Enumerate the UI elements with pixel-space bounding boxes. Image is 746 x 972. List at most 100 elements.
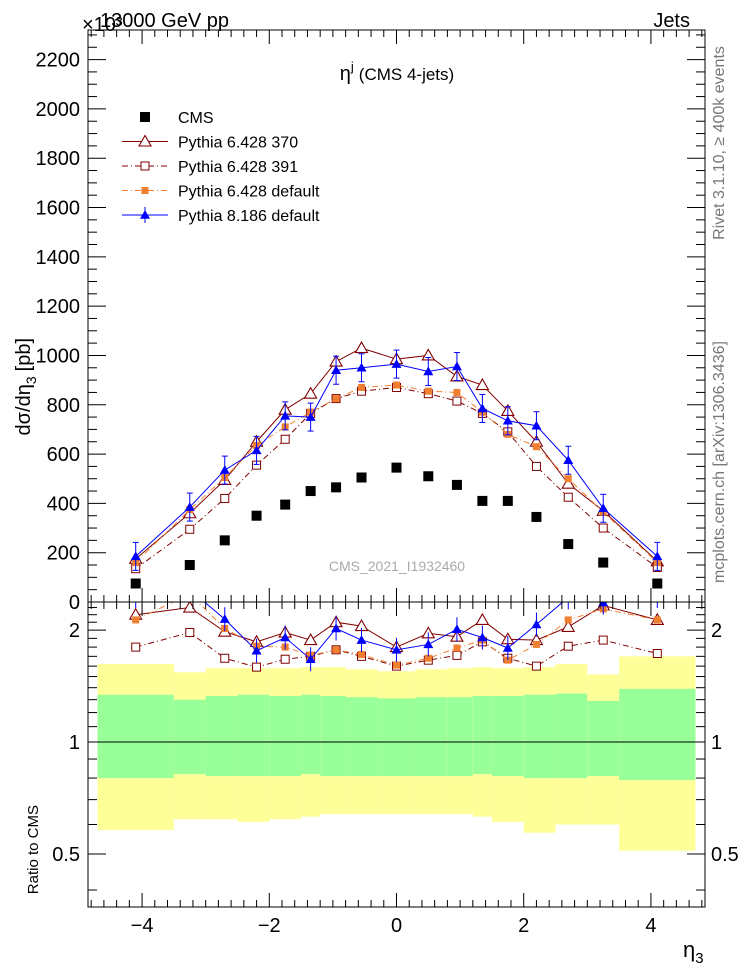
ratio-point-0 <box>475 612 490 625</box>
ratio-point-3 <box>423 639 434 649</box>
series-line-3 <box>135 384 658 563</box>
series-point-3 <box>453 388 461 396</box>
y-tick-label: 1400 <box>36 247 81 269</box>
ratio-band-inner <box>205 695 238 777</box>
series-point-4 <box>598 503 609 513</box>
chart-title-sup: j <box>350 59 354 74</box>
ratio-band-inner <box>237 694 270 777</box>
ratio-point-1 <box>280 654 290 664</box>
ratio-point-3 <box>219 614 230 623</box>
ratio-tick-label-left: 0.5 <box>52 844 80 866</box>
ratio-band-inner <box>301 694 321 775</box>
legend-label-2: Pythia 6.428 391 <box>178 159 298 176</box>
x-tick-label: −4 <box>131 915 154 937</box>
ratio-point-2 <box>186 591 193 598</box>
ratio-point-3 <box>451 624 462 634</box>
ratio-point-3 <box>356 635 367 644</box>
ratio-band-inner <box>269 695 302 777</box>
ratio-point-3 <box>598 602 609 607</box>
series-point-4 <box>563 455 574 464</box>
y-tick-label: 2000 <box>36 99 81 121</box>
main-plot-series <box>128 340 665 589</box>
series-point-4 <box>305 412 316 421</box>
plot-header-right: Jets <box>653 10 690 32</box>
ratio-point-3 <box>185 585 195 594</box>
x-axis-label-sub: 3 <box>695 950 703 967</box>
y-axis-label-unit: [pb] <box>13 338 35 371</box>
series-point-3 <box>424 387 432 395</box>
ratio-point-2 <box>453 644 461 652</box>
ratio-point-1 <box>598 635 608 645</box>
ratio-point-3 <box>331 623 342 633</box>
series-line-1 <box>135 347 658 562</box>
chart-title-main: η <box>340 63 351 85</box>
y-tick-label: 600 <box>47 444 80 466</box>
series-point-4 <box>531 420 542 430</box>
ratio-band-inner <box>587 700 620 777</box>
ratio-band-inner <box>447 697 473 777</box>
series-point-0 <box>219 535 230 546</box>
ratio-point-1 <box>131 642 141 652</box>
legend-marker-2 <box>140 161 150 171</box>
ratio-band-inner <box>523 694 556 779</box>
ratio-point-3 <box>280 632 291 642</box>
series-point-0 <box>477 495 488 506</box>
ratio-point-0 <box>561 619 576 632</box>
ratio-point-3 <box>251 645 262 655</box>
ratio-band-inner <box>555 693 588 779</box>
ratio-band-inner <box>491 695 524 777</box>
ratio-point-3 <box>502 643 513 652</box>
x-axis-label: η3 <box>683 937 704 967</box>
series-point-0 <box>563 539 574 550</box>
ratio-point-1 <box>652 649 662 659</box>
series-point-0 <box>280 499 291 510</box>
series-point-0 <box>356 472 367 483</box>
y-tick-label: 400 <box>47 493 80 515</box>
y-tick-label: 800 <box>47 395 80 417</box>
series-point-0 <box>251 510 262 521</box>
analysis-label: CMS_2021_I1932460 <box>329 558 465 574</box>
series-point-2 <box>452 396 462 406</box>
series-point-4 <box>391 359 402 368</box>
ratio-band-inner <box>415 697 448 777</box>
series-point-4 <box>502 415 513 425</box>
ratio-point-1 <box>563 641 573 651</box>
ratio-point-1 <box>531 661 541 671</box>
series-point-4 <box>423 366 434 376</box>
series-point-1 <box>561 476 576 489</box>
series-point-4 <box>130 551 141 561</box>
series-point-4 <box>280 410 291 420</box>
ratio-band-inner <box>619 688 696 781</box>
series-point-1 <box>354 340 369 354</box>
series-point-4 <box>219 465 230 474</box>
ratio-tick-label-right: 0.5 <box>711 844 739 866</box>
ratio-band-inner <box>377 698 416 777</box>
ratio-tick-label-left: 2 <box>69 620 80 642</box>
ratio-point-2 <box>424 654 432 662</box>
series-point-3 <box>564 475 572 483</box>
series-point-3 <box>358 384 366 391</box>
ratio-point-0 <box>182 602 197 613</box>
ratio-band-inner <box>320 695 346 777</box>
y-tick-label: 0 <box>69 592 80 614</box>
series-point-4 <box>477 403 488 413</box>
series-point-2 <box>280 434 290 444</box>
mcplots-label: mcplots.cern.ch [arXiv:1306.3436] <box>711 341 728 583</box>
x-axis-label-main: η <box>683 937 695 962</box>
ratio-point-2 <box>504 656 512 664</box>
legend-label-1: Pythia 6.428 370 <box>178 135 298 152</box>
ratio-uncertainty-bands <box>88 656 705 851</box>
ratio-series-clip <box>128 585 665 672</box>
series-point-0 <box>305 486 316 497</box>
x-tick-label: 0 <box>391 915 402 937</box>
ratio-point-2 <box>532 640 540 648</box>
legend-label-3: Pythia 6.428 default <box>178 184 320 201</box>
ratio-point-2 <box>358 650 366 658</box>
y-tick-label: 1600 <box>36 198 81 220</box>
series-point-4 <box>652 551 663 561</box>
plot-header-left: 13000 GeV pp <box>100 10 229 32</box>
ratio-point-1 <box>185 628 195 638</box>
series-point-1 <box>303 386 318 399</box>
series-point-4 <box>184 502 195 511</box>
